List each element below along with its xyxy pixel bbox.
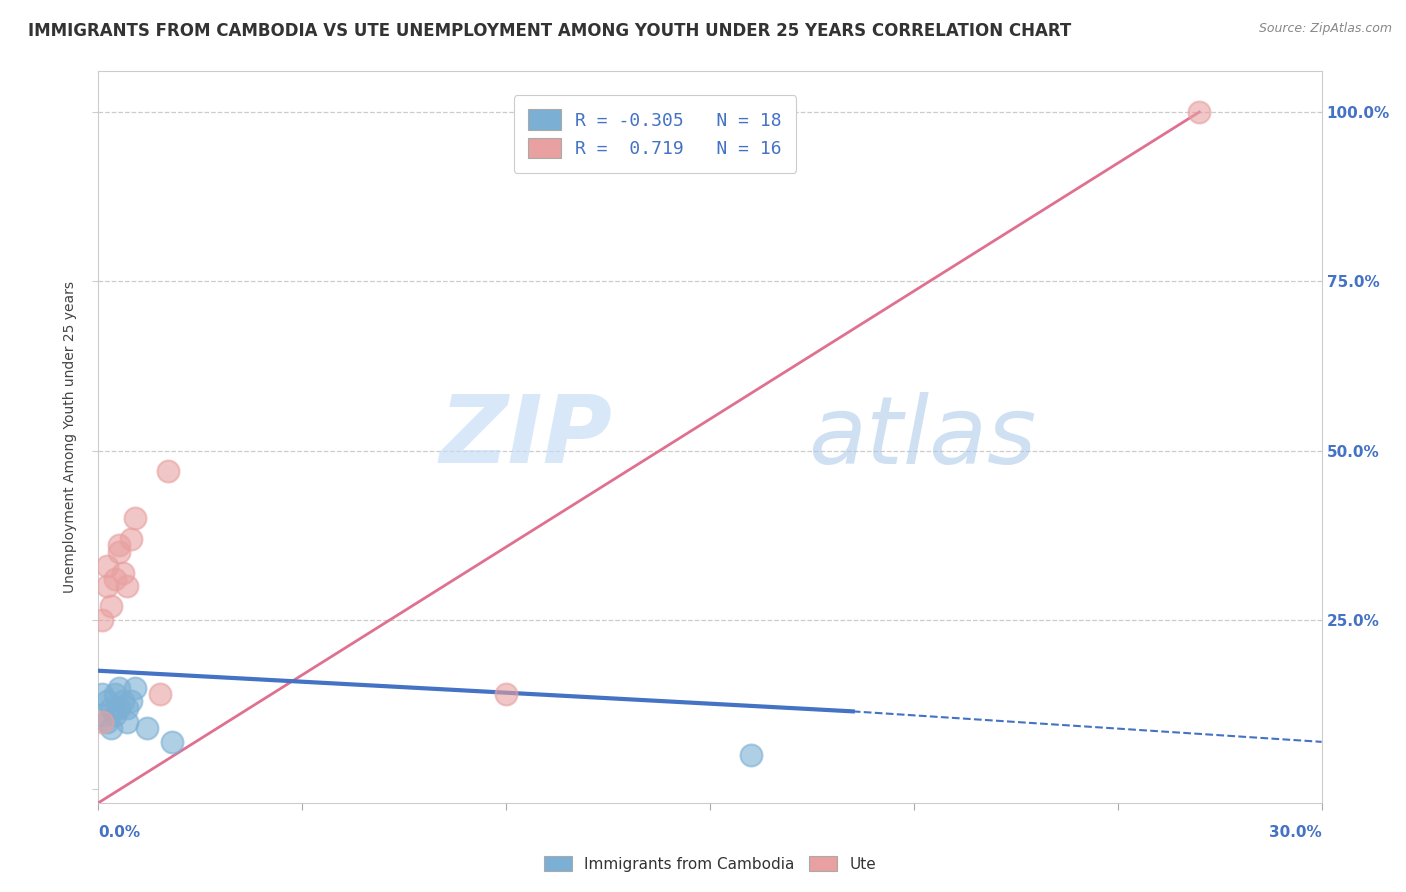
- Point: [149, 688, 172, 702]
- Point: [108, 701, 131, 715]
- Text: 30.0%: 30.0%: [1268, 825, 1322, 840]
- Point: [115, 579, 138, 593]
- Point: [104, 688, 127, 702]
- Point: [96, 558, 118, 573]
- Point: [124, 511, 146, 525]
- Point: [104, 572, 127, 586]
- Point: [104, 707, 127, 722]
- Point: [96, 694, 118, 708]
- Text: Source: ZipAtlas.com: Source: ZipAtlas.com: [1258, 22, 1392, 36]
- Point: [91, 707, 114, 722]
- Point: [111, 566, 134, 580]
- Point: [91, 714, 114, 729]
- Y-axis label: Unemployment Among Youth under 25 years: Unemployment Among Youth under 25 years: [63, 281, 77, 593]
- Point: [108, 681, 131, 695]
- Point: [120, 694, 142, 708]
- Legend: Immigrants from Cambodia, Ute: Immigrants from Cambodia, Ute: [537, 848, 883, 880]
- Point: [120, 532, 142, 546]
- Point: [115, 701, 138, 715]
- Point: [100, 701, 122, 715]
- Point: [740, 748, 762, 763]
- Point: [108, 538, 131, 552]
- Text: ZIP: ZIP: [439, 391, 612, 483]
- Point: [91, 688, 114, 702]
- Point: [108, 545, 131, 559]
- Text: atlas: atlas: [808, 392, 1036, 483]
- Point: [495, 688, 517, 702]
- Point: [156, 464, 179, 478]
- Point: [136, 721, 159, 735]
- Point: [96, 714, 118, 729]
- Point: [100, 721, 122, 735]
- Text: IMMIGRANTS FROM CAMBODIA VS UTE UNEMPLOYMENT AMONG YOUTH UNDER 25 YEARS CORRELAT: IMMIGRANTS FROM CAMBODIA VS UTE UNEMPLOY…: [28, 22, 1071, 40]
- Text: 0.0%: 0.0%: [98, 825, 141, 840]
- Point: [96, 579, 118, 593]
- Point: [91, 613, 114, 627]
- Point: [124, 681, 146, 695]
- Point: [100, 599, 122, 614]
- Point: [160, 735, 183, 749]
- Point: [1188, 105, 1211, 120]
- Point: [111, 694, 134, 708]
- Point: [115, 714, 138, 729]
